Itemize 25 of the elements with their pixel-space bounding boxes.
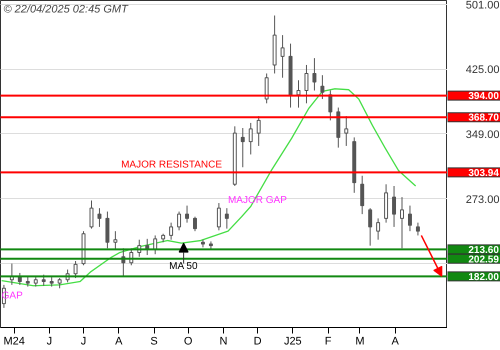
x-tick-label: J	[46, 336, 52, 348]
x-tick-label: S	[150, 336, 158, 348]
chart-title: © 22/04/2025 02:45 GMT	[4, 4, 130, 16]
ref-line-label: 368.70	[468, 112, 500, 124]
ref-line-label: 213.60	[468, 244, 500, 256]
y-tick-label: 425.00	[466, 64, 500, 76]
ref-line-label: 394.00	[468, 91, 500, 102]
x-tick-label: J	[80, 336, 86, 348]
y-tick-label: 273.00	[466, 194, 500, 206]
x-tick-label: O	[184, 336, 193, 348]
x-tick-label: D	[254, 336, 262, 348]
x-tick-label: F	[324, 336, 332, 348]
y-tick-label: 349.00	[466, 128, 500, 141]
x-tick-label: J25	[284, 336, 302, 348]
ref-line-label: 182.00	[468, 272, 500, 283]
x-tick-label: M24	[3, 336, 25, 348]
x-tick-label: N	[219, 336, 228, 348]
ref-line-label: 202.59	[468, 254, 500, 266]
x-tick-label: A	[115, 336, 124, 348]
annotation: MAJOR RESISTANCE	[121, 159, 222, 170]
annotation: MA 50	[169, 261, 198, 272]
x-tick-label: A	[392, 336, 400, 348]
x-tick-label: M	[355, 336, 365, 348]
y-tick-label: 501.00	[466, 0, 500, 12]
ref-line-label: 303.94	[468, 168, 500, 179]
